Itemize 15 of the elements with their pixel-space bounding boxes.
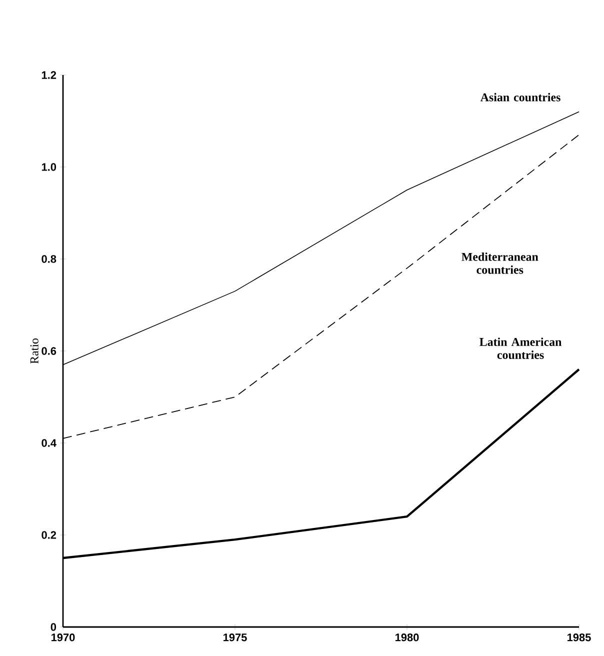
series-label: Latin American countries xyxy=(480,338,562,359)
y-tick-label: 0 xyxy=(50,623,56,631)
x-tick-label: 1975 xyxy=(224,634,247,642)
x-tick-label: 1970 xyxy=(52,634,75,642)
y-tick-label: 0.8 xyxy=(42,255,56,263)
y-tick-label: 0.4 xyxy=(42,439,56,447)
x-tick-label: 1980 xyxy=(396,634,419,642)
y-tick-label: 0.2 xyxy=(42,531,56,539)
x-tick-label: 1985 xyxy=(568,634,591,642)
y-tick-label: 1.0 xyxy=(42,163,56,171)
series-label: Asian countries xyxy=(480,92,560,102)
y-tick-label: 1.2 xyxy=(42,71,56,79)
y-tick-label: 0.6 xyxy=(42,347,56,355)
series-label: Mediterranean countries xyxy=(462,252,538,274)
y-axis-title: Ratio xyxy=(30,338,38,364)
